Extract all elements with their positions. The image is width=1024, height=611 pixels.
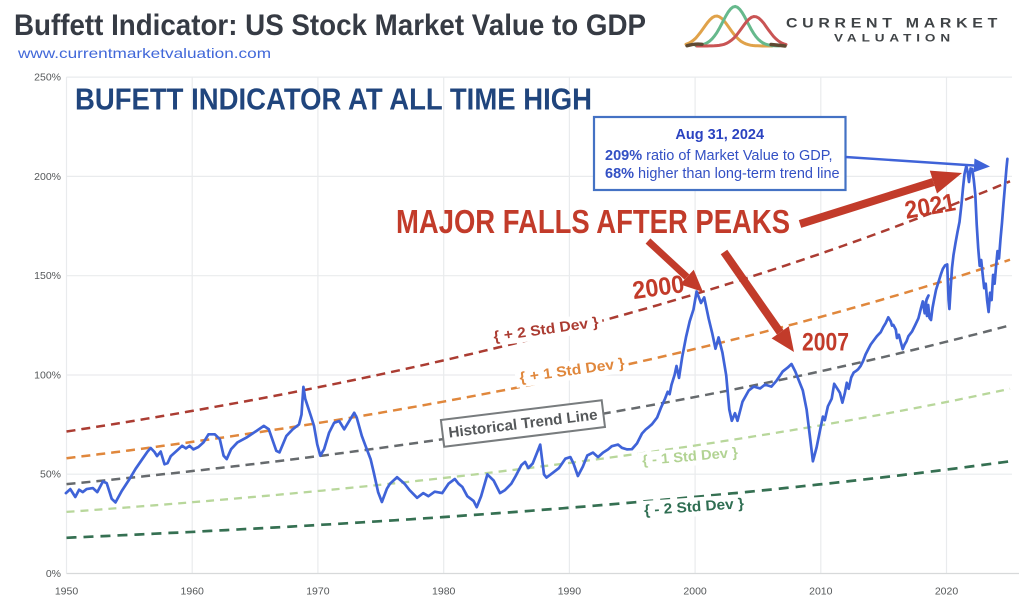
svg-text:1980: 1980 [432,586,456,598]
svg-text:Buffett Indicator: US Stock Ma: Buffett Indicator: US Stock Market Value… [14,9,646,42]
svg-text:209% ratio of Market Value to: 209% ratio of Market Value to GDP, [605,148,833,164]
svg-text:68% higher than long-term tren: 68% higher than long-term trend line [605,166,840,182]
svg-text:2020: 2020 [935,586,959,598]
svg-text:www.currentmarketvaluation.com: www.currentmarketvaluation.com [17,45,271,61]
svg-text:MAJOR FALLS AFTER PEAKS: MAJOR FALLS AFTER PEAKS [396,204,790,241]
svg-text:0%: 0% [46,568,61,580]
svg-text:{ - 2 Std Dev }: { - 2 Std Dev } [644,496,745,519]
svg-text:100%: 100% [34,369,61,381]
svg-text:200%: 200% [34,171,61,183]
svg-text:2010: 2010 [809,586,833,598]
svg-text:BUFETT INDICATOR AT ALL TIME H: BUFETT INDICATOR AT ALL TIME HIGH [75,82,592,117]
svg-text:VALUATION: VALUATION [834,33,955,45]
svg-text:50%: 50% [40,469,61,481]
svg-text:2000: 2000 [683,586,707,598]
svg-text:250%: 250% [34,72,61,84]
svg-text:1990: 1990 [558,586,582,598]
svg-text:CURRENT MARKET: CURRENT MARKET [786,16,1002,31]
svg-text:1950: 1950 [55,586,79,598]
svg-text:2007: 2007 [802,329,849,357]
svg-text:150%: 150% [34,270,61,282]
svg-text:1970: 1970 [306,586,330,598]
svg-text:1960: 1960 [181,586,205,598]
svg-text:Aug 31, 2024: Aug 31, 2024 [675,127,764,143]
